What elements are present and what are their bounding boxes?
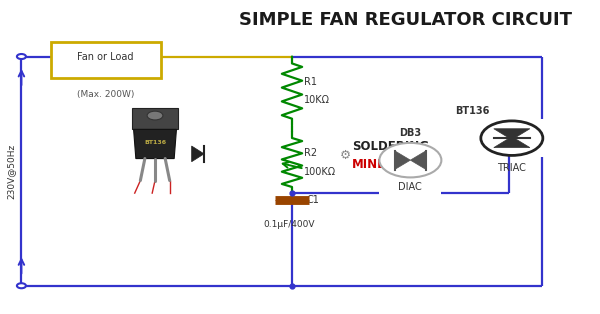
Text: ⚙: ⚙ bbox=[340, 149, 350, 162]
Text: R1: R1 bbox=[304, 77, 317, 87]
Text: 10KΩ: 10KΩ bbox=[304, 95, 331, 106]
Text: 0.1μF/400V: 0.1μF/400V bbox=[263, 220, 315, 229]
Circle shape bbox=[17, 283, 26, 288]
Text: 100KΩ: 100KΩ bbox=[304, 167, 337, 177]
Polygon shape bbox=[134, 129, 176, 159]
Polygon shape bbox=[133, 108, 178, 129]
Text: BT136: BT136 bbox=[144, 140, 166, 145]
Text: 230V@50Hz: 230V@50Hz bbox=[7, 143, 16, 199]
Text: BT136: BT136 bbox=[455, 106, 490, 116]
Text: DIAC: DIAC bbox=[398, 182, 422, 192]
Text: (Max. 200W): (Max. 200W) bbox=[77, 90, 134, 99]
Circle shape bbox=[147, 111, 163, 120]
FancyBboxPatch shape bbox=[51, 42, 161, 78]
Circle shape bbox=[17, 54, 26, 59]
Polygon shape bbox=[494, 137, 530, 148]
Polygon shape bbox=[395, 151, 410, 170]
Polygon shape bbox=[494, 129, 530, 140]
Text: R2: R2 bbox=[304, 148, 317, 158]
Text: SIMPLE FAN REGULATOR CIRCUIT: SIMPLE FAN REGULATOR CIRCUIT bbox=[239, 11, 572, 30]
Text: SOLDERING: SOLDERING bbox=[352, 139, 430, 153]
Polygon shape bbox=[191, 146, 204, 162]
Text: MIND.COM: MIND.COM bbox=[352, 158, 424, 171]
Text: Fan or Load: Fan or Load bbox=[77, 51, 134, 62]
Polygon shape bbox=[410, 151, 426, 170]
Text: DB3: DB3 bbox=[400, 128, 421, 138]
Circle shape bbox=[481, 121, 543, 155]
Text: C1: C1 bbox=[306, 195, 319, 205]
Circle shape bbox=[379, 143, 442, 177]
Text: TRIAC: TRIAC bbox=[497, 163, 526, 173]
